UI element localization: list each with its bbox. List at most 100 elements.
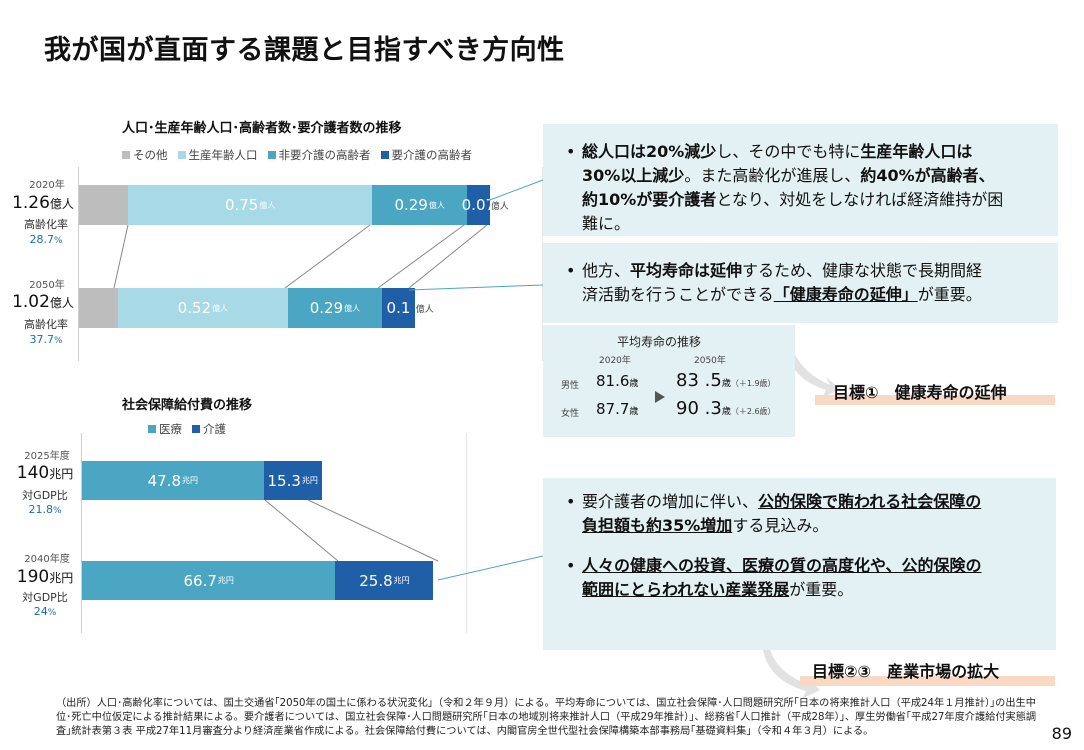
pop-total-2020: 1.26億人 (12, 193, 74, 213)
ss-year-2025: 2025年度 (24, 451, 70, 462)
bullet-text-span: 他方、 (582, 261, 631, 280)
life-male-2050: 83 .5歳（＋1.9歳） (676, 370, 776, 391)
social-bullet-1-line-2: 負担額も約35%増加する見込み。 (582, 514, 1046, 538)
page-title: 我が国が直面する課題と目指すべき方向性 (44, 35, 565, 66)
bullet-text-span: 約10%が要介護者 (582, 190, 717, 209)
goal-1: 目標① 健康寿命の延伸 (833, 383, 1007, 402)
social-bullet-2-line-2: 範囲にとらわれない産業発展が重要。 (582, 578, 1046, 602)
life-year-2050: 2050年 (694, 356, 726, 366)
population-bullet-line-1: 総人口は20%減少し、その中でも特に生産年齢人口は (582, 140, 1046, 164)
lifespan-bullet-line-2: 済活動を行うことができる「健康寿命の延伸」が重要。 (582, 283, 1046, 307)
bullet-text-span: 難に。 (582, 214, 631, 233)
social-security-chart-title: 社会保障給付費の推移 (122, 398, 253, 413)
life-female-2020: 87.7歳 (596, 400, 639, 418)
bullet-text-span: となり、対処をしなければ経済維持が困 (716, 190, 1004, 209)
population-bullet-line-4: 難に。 (582, 212, 1046, 236)
callout-line-3 (437, 555, 544, 581)
pop-total-2050: 1.02億人 (12, 292, 74, 312)
bullet-text-span: が重要。 (789, 580, 854, 599)
bullet-text-span: 人々の健康への投資、医療の質の高度化や、公的保険の (582, 556, 982, 575)
legend-swatch-working (177, 151, 186, 159)
bullet-text-span: するため、健康な状態で長期間経 (742, 261, 983, 280)
connector-other (113, 224, 129, 289)
pop-year-2020: 2020年 (29, 180, 65, 191)
social-axis (81, 433, 82, 633)
bullet-text-span: 負担額も約35%増加 (582, 516, 733, 535)
ss-year-2040: 2040年度 (24, 554, 70, 565)
bullet-text-span: が重要。 (917, 285, 982, 304)
ss-total-2040: 190兆円 (16, 567, 74, 587)
page-number: 89 (1051, 724, 1072, 743)
bullet-text-span: する見込み。 (732, 516, 829, 535)
ss-ratio-2025: 21.8% (28, 503, 62, 516)
social-security-bullet-2: • 人々の健康への投資、医療の質の高度化や、公的保険の 範囲にとらわれない産業発… (566, 554, 1046, 602)
bullet-text-span: 済活動を行うことができる (582, 285, 774, 304)
legend-care-elderly: 要介護の高齢者 (380, 147, 472, 163)
bullet-text-span: し、その中でも特に (716, 142, 861, 161)
bullet-text-span: 30%以上減少 (582, 166, 685, 185)
lifespan-bullet-line-1: 他方、平均寿命は延伸するため、健康な状態で長期間経 (582, 259, 1046, 283)
social-security-bullet-1: • 要介護者の増加に伴い、公的保険で賄われる社会保障の 負担額も約35%増加する… (566, 490, 1046, 538)
pop-ratio-2050: 37.7% (29, 333, 63, 346)
bullet-text-span: 「健康寿命の延伸」 (773, 285, 918, 304)
legend-nursing-care: 介護 (192, 421, 226, 437)
ss-total-2025: 140兆円 (16, 463, 74, 483)
legend-swatch-care (380, 151, 389, 159)
ss-ratio-2040: 24% (33, 605, 57, 618)
bullet-text-span: 要介護者の増加に伴い、 (582, 492, 759, 511)
goal1-underline (815, 395, 1055, 405)
life-expectancy-box (543, 325, 795, 437)
life-year-2020: 2020年 (599, 356, 631, 366)
population-bullet-line-3: 約10%が要介護者となり、対処をしなければ経済維持が困 (582, 188, 1046, 212)
bullet-text-span: 。また高齢化が進展し、 (684, 166, 861, 185)
life-male-2020: 81.6歳 (596, 372, 639, 390)
pop-ratio-label-2020: 高齢化率 (24, 218, 68, 231)
pop-ratio-label-2050: 高齢化率 (24, 318, 68, 331)
population-axis (78, 167, 79, 361)
bullet-text-span: 平均寿命は延伸 (630, 261, 743, 280)
connector-medical (264, 499, 339, 562)
social-bullet-1-line-1: 要介護者の増加に伴い、公的保険で賄われる社会保障の (582, 490, 1046, 514)
life-female-label: 女性 (561, 409, 580, 419)
legend-swatch-noncare (267, 151, 276, 159)
goal-2-3: 目標②③ 産業市場の拡大 (812, 662, 1000, 681)
population-bullet-line-2: 30%以上減少。また高齢化が進展し、約40%が高齢者、 (582, 164, 1046, 188)
social-grid-right (466, 433, 467, 633)
bullet-text-span: 生産年齢人口は (860, 142, 973, 161)
play-arrow-icon (655, 391, 665, 403)
summary-box-population (543, 124, 1058, 236)
summary-box-social-security (543, 478, 1056, 650)
ss-ratio-label-2025: 対GDP比 (22, 489, 68, 502)
legend-swatch-medical (148, 425, 156, 433)
life-female-2050: 90 .3歳（＋2.6歳） (676, 398, 776, 419)
legend-noncare-elderly: 非要介護の高齢者 (267, 147, 371, 163)
connector-kaigo (307, 499, 439, 562)
social-bullet-2-line-1: 人々の健康への投資、医療の質の高度化や、公的保険の (582, 554, 1046, 578)
connector-care (408, 224, 488, 289)
source-note: （出所）人口･高齢化率については、国土交通省｢2050年の国土に係わる状況変化｣… (56, 698, 1037, 737)
population-grid-right (542, 167, 543, 361)
summary-box-lifespan (543, 243, 1058, 323)
goal2-underline (800, 676, 1055, 686)
social-security-legend: 医療 介護 (148, 421, 226, 437)
legend-swatch-other (122, 151, 130, 159)
legend-medical: 医療 (148, 421, 182, 437)
bullet-text-span: 範囲にとらわれない産業発展 (582, 580, 790, 599)
callout-line-2 (408, 284, 544, 291)
lifespan-bullet: • 他方、平均寿命は延伸するため、健康な状態で長期間経 済活動を行うことができる… (566, 259, 1046, 307)
population-bullet: • 総人口は20%減少し、その中でも特に生産年齢人口は 30%以上減少。また高齢… (566, 140, 1046, 236)
connector-working (284, 224, 371, 289)
legend-swatch-kaigo (192, 425, 200, 433)
bullet-text-span: 総人口は20%減少 (582, 142, 717, 161)
ss-ratio-label-2040: 対GDP比 (22, 591, 68, 604)
life-male-label: 男性 (561, 381, 580, 391)
legend-other: その他 (122, 147, 168, 163)
pop-ratio-2020: 28.7% (29, 233, 63, 246)
callout-line-1 (486, 179, 544, 202)
pop-year-2050: 2050年 (29, 280, 65, 291)
connector-noncare (377, 224, 465, 289)
population-chart-title: 人口･生産年齢人口･高齢者数･要介護者数の推移 (122, 121, 402, 136)
population-legend: その他 生産年齢人口 非要介護の高齢者 要介護の高齢者 (122, 147, 472, 163)
life-expectancy-title: 平均寿命の推移 (617, 335, 702, 349)
legend-working-age: 生産年齢人口 (177, 147, 258, 163)
